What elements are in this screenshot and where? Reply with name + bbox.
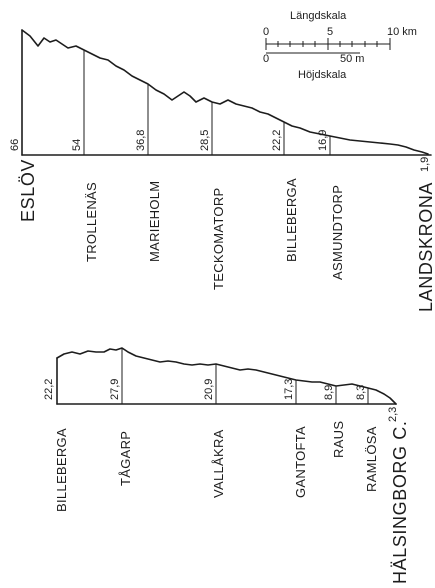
profile-2-elevation-line — [56, 347, 397, 405]
length-scale-title: Längdskala — [290, 10, 347, 22]
length-scale-tick-10: 10 km — [387, 26, 417, 38]
station-name-teckomatorp: TECKOMATORP — [211, 188, 226, 291]
station-name-billeberga-2: BILLEBERGA — [54, 428, 69, 512]
station-name-asmundtorp: ASMUNDTORP — [330, 185, 345, 280]
elevation-label-vallakra: 20,9 — [203, 379, 215, 400]
elevation-label-marieholm: 36,8 — [135, 130, 147, 151]
elevation-label-billeberga-2: 22,2 — [43, 379, 55, 400]
elevation-label-tagarp: 27,9 — [109, 379, 121, 400]
elevation-label-teckomatorp: 28,5 — [199, 130, 211, 151]
station-name-marieholm: MARIEHOLM — [147, 181, 162, 262]
station-name-tagarp: TÅGARP — [118, 431, 133, 486]
scale-legend: Längdskala 0 5 10 km 0 50 m Höjdskala — [263, 10, 417, 81]
height-scale-title: Höjdskala — [298, 69, 347, 81]
height-scale-tick-0: 0 — [263, 53, 269, 65]
station-name-eslov: ESLÖV — [18, 159, 38, 222]
station-name-trollenas: TROLLENÄS — [84, 182, 99, 262]
elevation-label-billeberga: 22,2 — [271, 130, 283, 151]
station-name-raus: RAUS — [331, 421, 346, 458]
elevation-label-asmundtorp: 16,9 — [317, 130, 329, 151]
profile-eslov-landskrona: 66 54 36,8 28,5 22,2 16,9 1,9 ESLÖV TROL… — [9, 29, 435, 312]
length-scale-ticks — [265, 38, 391, 50]
profile-1-elevation-line — [21, 29, 429, 155]
length-scale-tick-5: 5 — [327, 26, 333, 38]
elevation-label-eslov: 66 — [9, 139, 21, 151]
height-scale-tick-50: 50 m — [340, 53, 364, 65]
station-name-ramlosa: RAMLÖSA — [364, 426, 379, 492]
elevation-label-halsingborg: 2,3 — [387, 407, 399, 422]
station-name-vallakra: VALLÅKRA — [211, 429, 226, 498]
station-name-halsingborg: HÄLSINGBORG C. — [390, 421, 410, 584]
elevation-label-raus: 8,9 — [323, 385, 335, 400]
length-scale-tick-0: 0 — [263, 26, 269, 38]
station-name-gantofta: GANTOFTA — [293, 426, 308, 498]
elevation-label-ramlosa: 8,3 — [355, 385, 367, 400]
station-name-landskrona: LANDSKRONA — [416, 182, 435, 312]
station-name-billeberga: BILLEBERGA — [284, 178, 299, 262]
elevation-label-landskrona: 1,9 — [419, 157, 431, 172]
elevation-label-gantofta: 17,3 — [283, 379, 295, 400]
profile-billeberga-halsingborg: 22,2 27,9 20,9 17,3 8,9 8,3 2,3 BILLEBER… — [43, 347, 410, 584]
elevation-label-trollenas: 54 — [71, 139, 83, 151]
